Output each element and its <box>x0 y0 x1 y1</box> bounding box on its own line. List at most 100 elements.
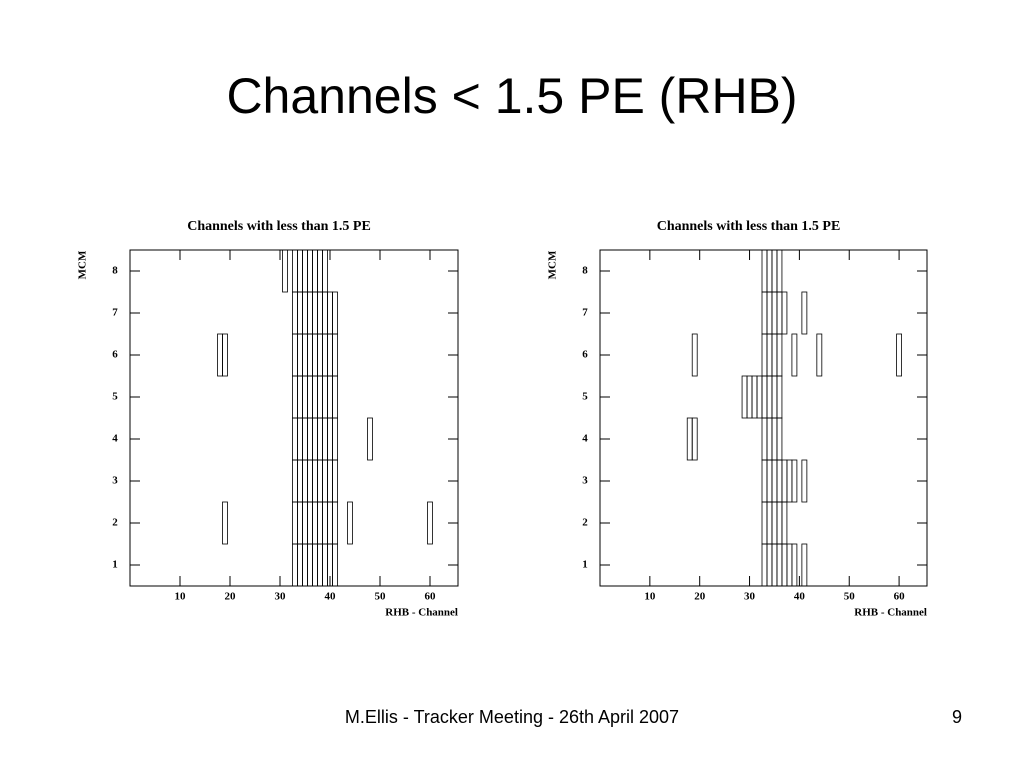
cell <box>302 543 308 587</box>
cell <box>317 333 323 377</box>
y-tick-label: 3 <box>582 475 588 487</box>
cell <box>322 333 328 377</box>
cell <box>322 543 328 587</box>
cell <box>297 543 303 587</box>
cell <box>297 501 303 545</box>
y-tick-label: 1 <box>112 559 118 571</box>
cell <box>292 501 298 545</box>
cell <box>781 291 788 335</box>
y-tick-label: 7 <box>582 307 588 319</box>
cell <box>317 543 323 587</box>
cell <box>327 459 333 503</box>
cell <box>307 375 313 419</box>
x-tick-label: 10 <box>175 591 187 603</box>
cell <box>766 249 773 293</box>
cell <box>332 459 338 503</box>
cell <box>781 543 788 587</box>
cell <box>761 501 768 545</box>
x-tick-label: 50 <box>375 591 387 603</box>
cell <box>312 501 318 545</box>
cell <box>312 333 318 377</box>
cell <box>791 459 798 503</box>
x-tick-label: 40 <box>325 591 337 603</box>
cell <box>367 417 373 461</box>
cell <box>771 291 778 335</box>
cell <box>292 543 298 587</box>
cell <box>322 291 328 335</box>
cell <box>761 417 768 461</box>
cell <box>332 291 338 335</box>
y-tick-label: 8 <box>582 265 588 277</box>
cell <box>781 459 788 503</box>
y-tick-label: 1 <box>582 559 588 571</box>
cell <box>282 249 288 293</box>
cell <box>292 249 298 293</box>
cell <box>761 249 768 293</box>
cell <box>317 501 323 545</box>
cell <box>292 417 298 461</box>
cell <box>302 291 308 335</box>
cell <box>746 375 753 419</box>
x-tick-label: 30 <box>275 591 287 603</box>
y-tick-label: 5 <box>112 391 118 403</box>
cell <box>771 459 778 503</box>
y-tick-label: 7 <box>112 307 118 319</box>
cell <box>791 543 798 587</box>
x-tick-label: 50 <box>844 591 856 603</box>
cell <box>786 543 793 587</box>
y-tick-label: 4 <box>112 433 118 445</box>
cell <box>292 291 298 335</box>
cell <box>686 417 693 461</box>
y-tick-label: 3 <box>112 475 118 487</box>
cell <box>776 459 783 503</box>
cell <box>766 291 773 335</box>
cell <box>317 375 323 419</box>
cell <box>312 249 318 293</box>
cell <box>751 375 758 419</box>
cell <box>327 501 333 545</box>
cell <box>766 543 773 587</box>
cell <box>791 333 798 377</box>
cell <box>776 249 783 293</box>
cell <box>766 417 773 461</box>
cell <box>427 501 433 545</box>
cell <box>332 501 338 545</box>
cell <box>327 333 333 377</box>
cell <box>302 375 308 419</box>
cell <box>327 291 333 335</box>
y-tick-label: 4 <box>582 433 588 445</box>
cell <box>312 543 318 587</box>
cell <box>292 375 298 419</box>
x-tick-label: 60 <box>894 591 906 603</box>
cell <box>297 333 303 377</box>
chart-title: Channels with less than 1.5 PE <box>657 219 841 234</box>
cell <box>761 459 768 503</box>
chart-title: Channels with less than 1.5 PE <box>187 219 371 234</box>
cell <box>332 333 338 377</box>
y-axis-label: MCM <box>77 250 89 279</box>
cell <box>332 543 338 587</box>
cell <box>307 501 313 545</box>
footer: M.Ellis - Tracker Meeting - 26th April 2… <box>345 707 679 727</box>
x-axis-label: RHB - Channel <box>854 607 927 619</box>
cell <box>896 333 902 377</box>
cell <box>327 375 333 419</box>
cell <box>312 291 318 335</box>
cell <box>771 501 778 545</box>
cell <box>327 417 333 461</box>
y-axis-label: MCM <box>547 250 559 279</box>
cell <box>312 375 318 419</box>
cell <box>307 459 313 503</box>
cell <box>312 459 318 503</box>
y-tick-label: 2 <box>112 517 118 529</box>
slide-title: Channels < 1.5 PE (RHB) <box>226 68 797 124</box>
cell <box>761 291 768 335</box>
y-tick-label: 5 <box>582 391 588 403</box>
cell <box>771 375 778 419</box>
cell <box>771 543 778 587</box>
cell <box>322 459 328 503</box>
y-tick-label: 6 <box>582 349 588 361</box>
y-tick-label: 8 <box>112 265 118 277</box>
cell <box>786 459 793 503</box>
cell <box>801 543 808 587</box>
